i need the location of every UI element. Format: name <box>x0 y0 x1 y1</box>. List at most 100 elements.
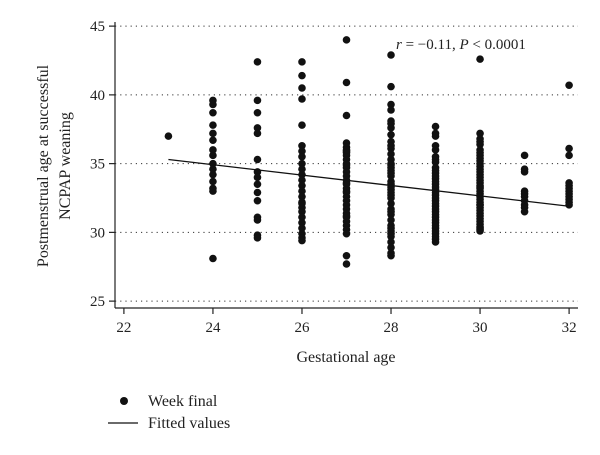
data-point <box>298 165 306 173</box>
annotation-p-symbol: P <box>458 37 468 53</box>
data-point <box>387 251 395 260</box>
data-point <box>253 96 262 105</box>
data-point <box>253 124 262 132</box>
data-point <box>431 194 440 202</box>
data-point <box>209 254 217 263</box>
data-point <box>298 213 306 222</box>
data-point <box>298 181 306 190</box>
data-point <box>476 225 484 234</box>
data-point <box>298 152 306 161</box>
data-point <box>431 155 440 164</box>
data-point <box>431 210 440 219</box>
y-tick-label-35: 35 <box>90 157 105 173</box>
data-point <box>342 146 351 154</box>
data-point <box>209 121 217 129</box>
data-point <box>342 212 351 220</box>
data-point <box>431 221 440 230</box>
data-point <box>520 151 529 160</box>
y-tick-label-40: 40 <box>90 88 105 104</box>
y-axis-title-line-1: Postmenstrual age at successful <box>35 64 52 267</box>
data-point <box>253 180 262 189</box>
y-ticks: 25 30 35 40 45 <box>90 19 115 310</box>
data-point <box>431 177 440 186</box>
data-point <box>431 238 440 246</box>
data-point <box>387 199 395 208</box>
data-point <box>342 187 351 195</box>
data-point <box>431 122 440 131</box>
data-point <box>253 234 262 242</box>
data-point <box>476 159 484 168</box>
data-point <box>476 201 484 209</box>
data-point <box>298 199 306 208</box>
annotation-r-value: = −0.11, <box>402 37 460 53</box>
data-point <box>298 141 306 150</box>
data-point <box>298 218 306 227</box>
data-point <box>476 55 484 63</box>
x-tick-label-26: 26 <box>294 320 310 336</box>
data-point <box>387 185 395 194</box>
data-point <box>387 119 395 128</box>
data-point <box>387 229 395 238</box>
data-point <box>342 260 351 268</box>
data-point <box>476 154 484 162</box>
data-point <box>209 100 217 109</box>
data-point <box>476 137 484 146</box>
data-point <box>565 144 573 153</box>
data-point <box>387 243 395 252</box>
data-point <box>387 238 395 246</box>
x-axis-title: Gestational age <box>296 349 395 366</box>
data-point <box>387 51 395 59</box>
data-point <box>209 136 217 145</box>
data-point <box>298 207 306 216</box>
data-point <box>476 209 484 217</box>
data-point <box>298 224 306 233</box>
data-point <box>253 196 262 205</box>
data-point <box>520 168 529 176</box>
data-point <box>342 229 351 238</box>
data-point <box>298 176 306 184</box>
data-point <box>253 58 262 66</box>
legend: Week final Fitted values <box>108 393 230 432</box>
data-point <box>298 159 306 168</box>
data-point <box>253 129 262 138</box>
x-ticks: 22 24 26 28 30 32 <box>116 308 577 336</box>
y-tick-label-30: 30 <box>90 225 105 241</box>
x-tick-label-28: 28 <box>384 320 399 336</box>
data-point <box>565 201 573 209</box>
data-point <box>431 232 440 241</box>
data-point <box>431 146 440 154</box>
data-point <box>387 191 395 200</box>
data-point <box>298 84 306 92</box>
y-axis-title-line-2: NCPAP weaning <box>57 112 74 220</box>
data-point <box>387 100 395 109</box>
data-point <box>476 192 484 201</box>
data-point <box>298 121 306 129</box>
data-point <box>387 106 395 114</box>
data-point <box>209 165 217 173</box>
data-point <box>476 148 484 157</box>
data-point <box>209 177 217 186</box>
x-tick-label-32: 32 <box>562 320 577 336</box>
data-point <box>209 146 217 154</box>
data-point <box>431 227 440 235</box>
data-point <box>476 170 484 179</box>
data-point <box>253 216 262 224</box>
data-point <box>431 183 440 191</box>
data-point <box>253 173 262 182</box>
data-point <box>298 192 306 201</box>
data-point <box>476 176 484 184</box>
data-point <box>387 130 395 139</box>
data-point <box>209 187 217 195</box>
data-point <box>298 187 306 195</box>
data-point <box>342 161 351 169</box>
y-axis-title: Postmenstrual age at successful NCPAP we… <box>35 64 74 267</box>
data-point <box>431 166 440 175</box>
data-point <box>342 251 351 260</box>
data-point <box>431 199 440 208</box>
legend-marker-week-final <box>120 397 128 405</box>
data-point <box>298 95 306 103</box>
data-point <box>209 129 217 138</box>
data-point <box>298 236 306 245</box>
x-tick-label-22: 22 <box>116 320 131 336</box>
